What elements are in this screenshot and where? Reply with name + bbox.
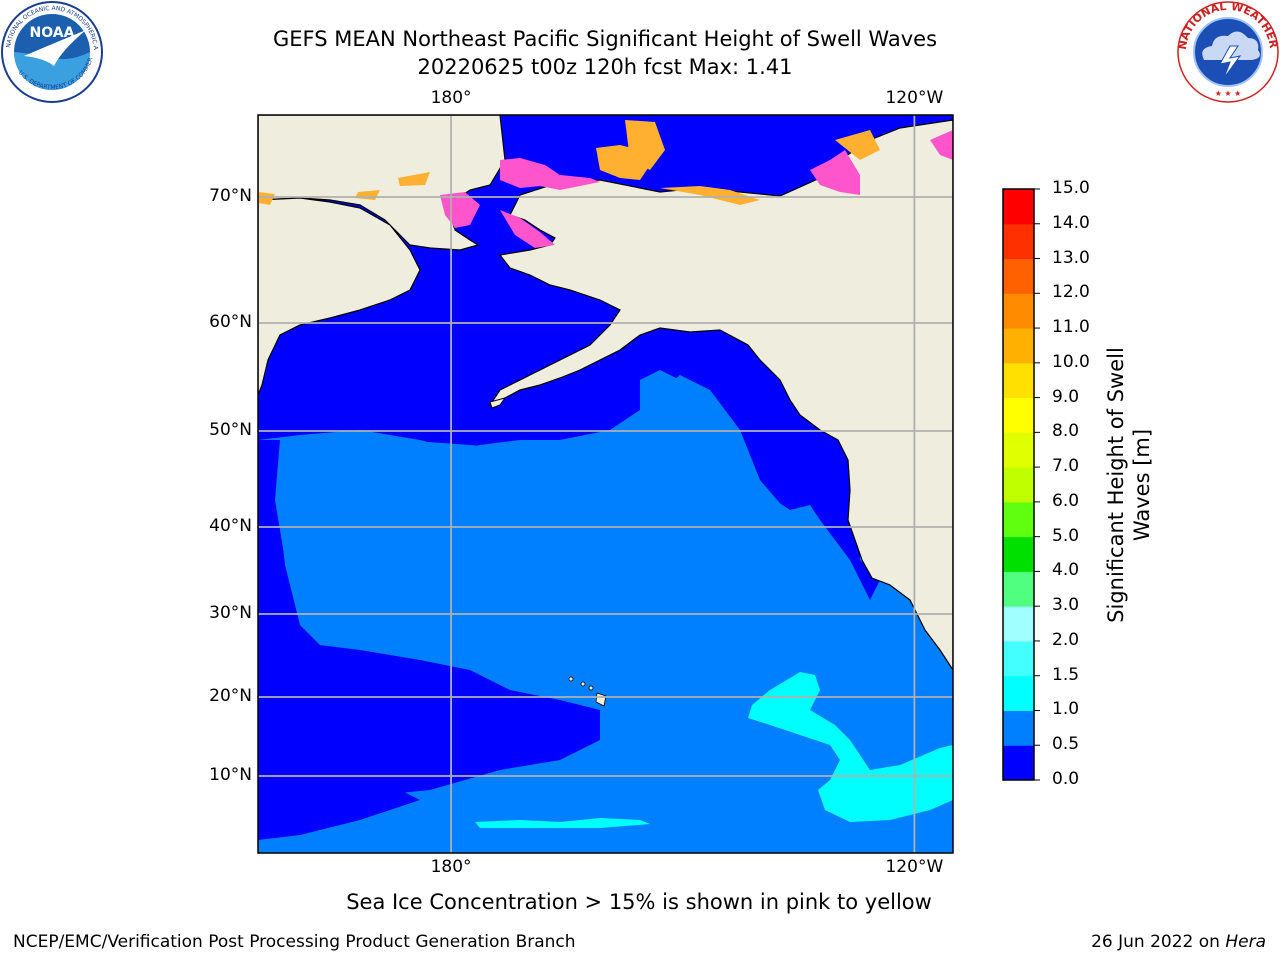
- nws-logo: NATIONAL WEATHER SERVICE ★ ★ ★: [1176, 0, 1280, 103]
- svg-text:NOAA: NOAA: [30, 25, 75, 41]
- lat-tick-label: 30°N: [209, 603, 252, 623]
- colorbar-tick-label: 1.5: [1052, 664, 1080, 685]
- date-text: 26 Jun 2022 on: [1091, 932, 1226, 952]
- colorbar-tick-label: 6.0: [1052, 490, 1080, 511]
- lon-tick-label-bottom: 180°: [430, 857, 472, 877]
- swell-region-0.0-0.5-south: [258, 760, 420, 840]
- swell-region-0.0-0.5-west: [258, 440, 620, 820]
- colorbar-segment: [1003, 362, 1034, 399]
- colorbar-tick-label: 0.5: [1052, 734, 1080, 755]
- colorbar-segment: [1003, 710, 1034, 746]
- sea-ice-overlay: [258, 120, 953, 248]
- colorbar-tick-label: 4.0: [1052, 560, 1080, 581]
- colorbar-segment: [1003, 606, 1034, 642]
- colorbar-tick-label: 12.0: [1052, 282, 1090, 303]
- asia-land: [258, 115, 506, 251]
- lat-tick-label: 60°N: [209, 312, 252, 332]
- colorbar-tick-label: 11.0: [1052, 317, 1090, 338]
- kamchatka-land: [258, 197, 421, 396]
- colorbar-tick-label: 1.0: [1052, 699, 1080, 720]
- colorbar-segment: [1003, 293, 1034, 329]
- colorbar-tick-label: 5.0: [1052, 525, 1080, 546]
- colorbar-segment: [1003, 328, 1034, 364]
- credit-text: NCEP/EMC/Verification Post Processing Pr…: [13, 932, 576, 952]
- map-gridlines: [258, 115, 953, 853]
- colorbar-segment: [1003, 675, 1034, 711]
- colorbar-tick-label: 0.0: [1052, 769, 1080, 789]
- swell-region-1.0-1.5-a: [748, 672, 953, 822]
- colorbar-label: Significant Height of Swell Waves [m]: [1103, 315, 1155, 655]
- noaa-logo: NOAA NATIONAL OCEANIC AND ATMOSPHERIC AD…: [0, 0, 103, 103]
- chart-subtitle: 20220625 t00z 120h fcst Max: 1.41: [417, 55, 793, 79]
- colorbar-tick-label: 3.0: [1052, 595, 1080, 616]
- colorbar-segment: [1003, 467, 1034, 503]
- date-stamp: 26 Jun 2022 on Hera: [1091, 932, 1266, 952]
- lon-tick-label-top: 120°W: [885, 88, 944, 108]
- swell-region-0.0-0.5-coast: [740, 340, 880, 600]
- colorbar-tick-label: 14.0: [1052, 212, 1090, 233]
- colorbar-segment: [1003, 640, 1034, 677]
- aleutian-peninsula: [489, 397, 507, 409]
- colorbar-tick-label: 9.0: [1052, 386, 1080, 407]
- lat-tick-label: 50°N: [209, 420, 252, 440]
- colorbar-tick-label: 7.0: [1052, 456, 1080, 477]
- colorbar-frame: [1002, 188, 1035, 781]
- map-frame: [257, 114, 954, 854]
- colorbar-tick-label: 13.0: [1052, 247, 1090, 268]
- colorbar-segment: [1003, 189, 1034, 225]
- lat-tick-label: 70°N: [209, 186, 252, 206]
- swell-region-1.0-1.5-b: [475, 818, 650, 828]
- colorbar-segment: [1003, 571, 1034, 607]
- colorbar-tick-label: 2.0: [1052, 629, 1080, 650]
- colorbar-segment: [1003, 501, 1034, 538]
- colorbar: [1002, 188, 1040, 781]
- svg-text:★ ★ ★: ★ ★ ★: [1215, 89, 1242, 98]
- north-america-land: [488, 119, 953, 672]
- colorbar-segment: [1003, 258, 1034, 294]
- colorbar-tick-label: 15.0: [1052, 178, 1090, 198]
- colorbar-segment: [1003, 536, 1034, 572]
- chart-title: GEFS MEAN Northeast Pacific Significant …: [272, 27, 938, 51]
- colorbar-label-line1: Significant Height of Swell: [1104, 347, 1128, 623]
- lat-tick-label: 20°N: [209, 686, 252, 706]
- machine-name: Hera: [1225, 932, 1266, 952]
- colorbar-tick-label: 10.0: [1052, 351, 1090, 372]
- colorbar-segment: [1003, 397, 1034, 433]
- sea-ice-note: Sea Ice Concentration > 15% is shown in …: [346, 890, 932, 914]
- colorbar-tick-label: 8.0: [1052, 421, 1080, 442]
- colorbar-segment: [1003, 745, 1034, 781]
- lat-tick-label: 10°N: [209, 765, 252, 785]
- lat-tick-label: 40°N: [209, 516, 252, 536]
- lon-tick-label-top: 180°: [430, 88, 472, 108]
- lon-tick-label-bottom: 120°W: [885, 857, 944, 877]
- colorbar-label-line2: Waves [m]: [1130, 428, 1154, 542]
- colorbar-segment: [1003, 432, 1034, 468]
- colorbar-segment: [1003, 223, 1034, 260]
